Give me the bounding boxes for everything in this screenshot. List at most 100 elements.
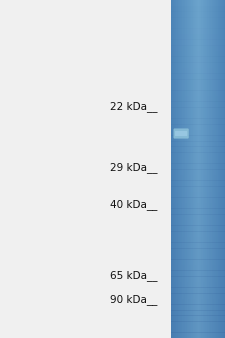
Bar bbox=[171, 248, 225, 254]
Bar bbox=[171, 315, 225, 322]
Bar bbox=[224, 0, 225, 338]
Bar bbox=[171, 242, 225, 248]
Bar bbox=[209, 0, 210, 338]
Bar bbox=[207, 0, 208, 338]
Bar bbox=[215, 0, 216, 338]
Bar bbox=[208, 0, 209, 338]
Bar bbox=[197, 0, 198, 338]
Bar bbox=[171, 124, 225, 130]
Bar bbox=[171, 51, 225, 57]
Bar bbox=[171, 304, 225, 311]
Bar bbox=[171, 282, 225, 288]
Bar bbox=[190, 0, 191, 338]
Bar bbox=[187, 0, 188, 338]
Bar bbox=[221, 0, 222, 338]
Bar bbox=[220, 0, 221, 338]
Bar bbox=[201, 0, 202, 338]
Bar bbox=[171, 169, 225, 175]
Bar bbox=[198, 0, 199, 338]
Bar bbox=[171, 192, 225, 198]
Bar bbox=[182, 0, 184, 338]
Bar bbox=[185, 0, 186, 338]
Bar bbox=[220, 0, 221, 338]
Bar bbox=[173, 0, 174, 338]
Bar bbox=[216, 0, 217, 338]
Bar bbox=[171, 220, 225, 226]
Bar bbox=[214, 0, 215, 338]
Bar bbox=[175, 0, 176, 338]
Bar bbox=[184, 0, 186, 338]
Bar bbox=[180, 0, 181, 338]
Bar bbox=[179, 0, 180, 338]
Bar bbox=[171, 287, 225, 294]
Bar bbox=[171, 254, 225, 260]
Bar bbox=[209, 0, 211, 338]
Bar bbox=[171, 197, 225, 203]
Bar bbox=[192, 0, 193, 338]
Bar bbox=[171, 321, 225, 328]
Bar bbox=[205, 0, 207, 338]
Bar bbox=[171, 129, 225, 136]
Bar bbox=[171, 6, 225, 12]
Bar bbox=[171, 203, 225, 209]
Bar bbox=[171, 40, 225, 46]
Bar bbox=[182, 0, 183, 338]
Bar bbox=[171, 231, 225, 237]
Bar bbox=[171, 28, 225, 34]
Bar bbox=[222, 0, 223, 338]
Bar bbox=[171, 11, 225, 18]
Bar bbox=[186, 0, 187, 338]
Bar bbox=[216, 0, 217, 338]
Bar bbox=[183, 0, 184, 338]
Bar bbox=[171, 73, 225, 79]
Bar bbox=[222, 0, 223, 338]
Bar bbox=[171, 45, 225, 51]
Bar bbox=[191, 0, 192, 338]
Bar bbox=[199, 0, 200, 338]
Bar bbox=[184, 0, 185, 338]
Bar bbox=[187, 0, 188, 338]
Text: 90 kDa__: 90 kDa__ bbox=[110, 294, 158, 305]
Bar bbox=[171, 265, 225, 271]
Bar bbox=[174, 0, 175, 338]
Bar bbox=[181, 0, 182, 338]
Bar bbox=[218, 0, 219, 338]
Bar bbox=[193, 0, 194, 338]
Bar bbox=[171, 23, 225, 29]
Bar bbox=[205, 0, 206, 338]
Bar bbox=[171, 118, 225, 125]
Bar bbox=[202, 0, 203, 338]
Bar bbox=[195, 0, 196, 338]
Bar bbox=[178, 0, 180, 338]
FancyBboxPatch shape bbox=[175, 131, 187, 136]
Text: 65 kDa__: 65 kDa__ bbox=[110, 270, 158, 281]
Bar bbox=[171, 209, 225, 215]
Bar bbox=[171, 107, 225, 113]
Bar bbox=[171, 146, 225, 153]
Bar bbox=[200, 0, 201, 338]
Bar bbox=[171, 17, 225, 23]
Bar bbox=[171, 163, 225, 170]
Bar bbox=[171, 293, 225, 299]
Bar bbox=[188, 0, 189, 338]
Bar bbox=[194, 0, 195, 338]
Bar bbox=[171, 96, 225, 102]
Bar bbox=[197, 0, 198, 338]
Bar bbox=[213, 0, 214, 338]
Bar bbox=[176, 0, 177, 338]
Bar bbox=[217, 0, 218, 338]
Bar bbox=[218, 0, 219, 338]
Bar bbox=[180, 0, 182, 338]
Bar bbox=[171, 332, 225, 338]
Bar bbox=[171, 225, 225, 232]
Bar bbox=[191, 0, 192, 338]
Bar bbox=[171, 0, 225, 6]
Text: 22 kDa__: 22 kDa__ bbox=[110, 101, 158, 112]
Bar bbox=[224, 0, 225, 338]
Bar bbox=[171, 276, 225, 282]
Bar bbox=[171, 141, 225, 147]
Bar bbox=[171, 101, 225, 108]
Bar bbox=[176, 0, 178, 338]
Bar bbox=[171, 79, 225, 85]
Bar bbox=[206, 0, 207, 338]
